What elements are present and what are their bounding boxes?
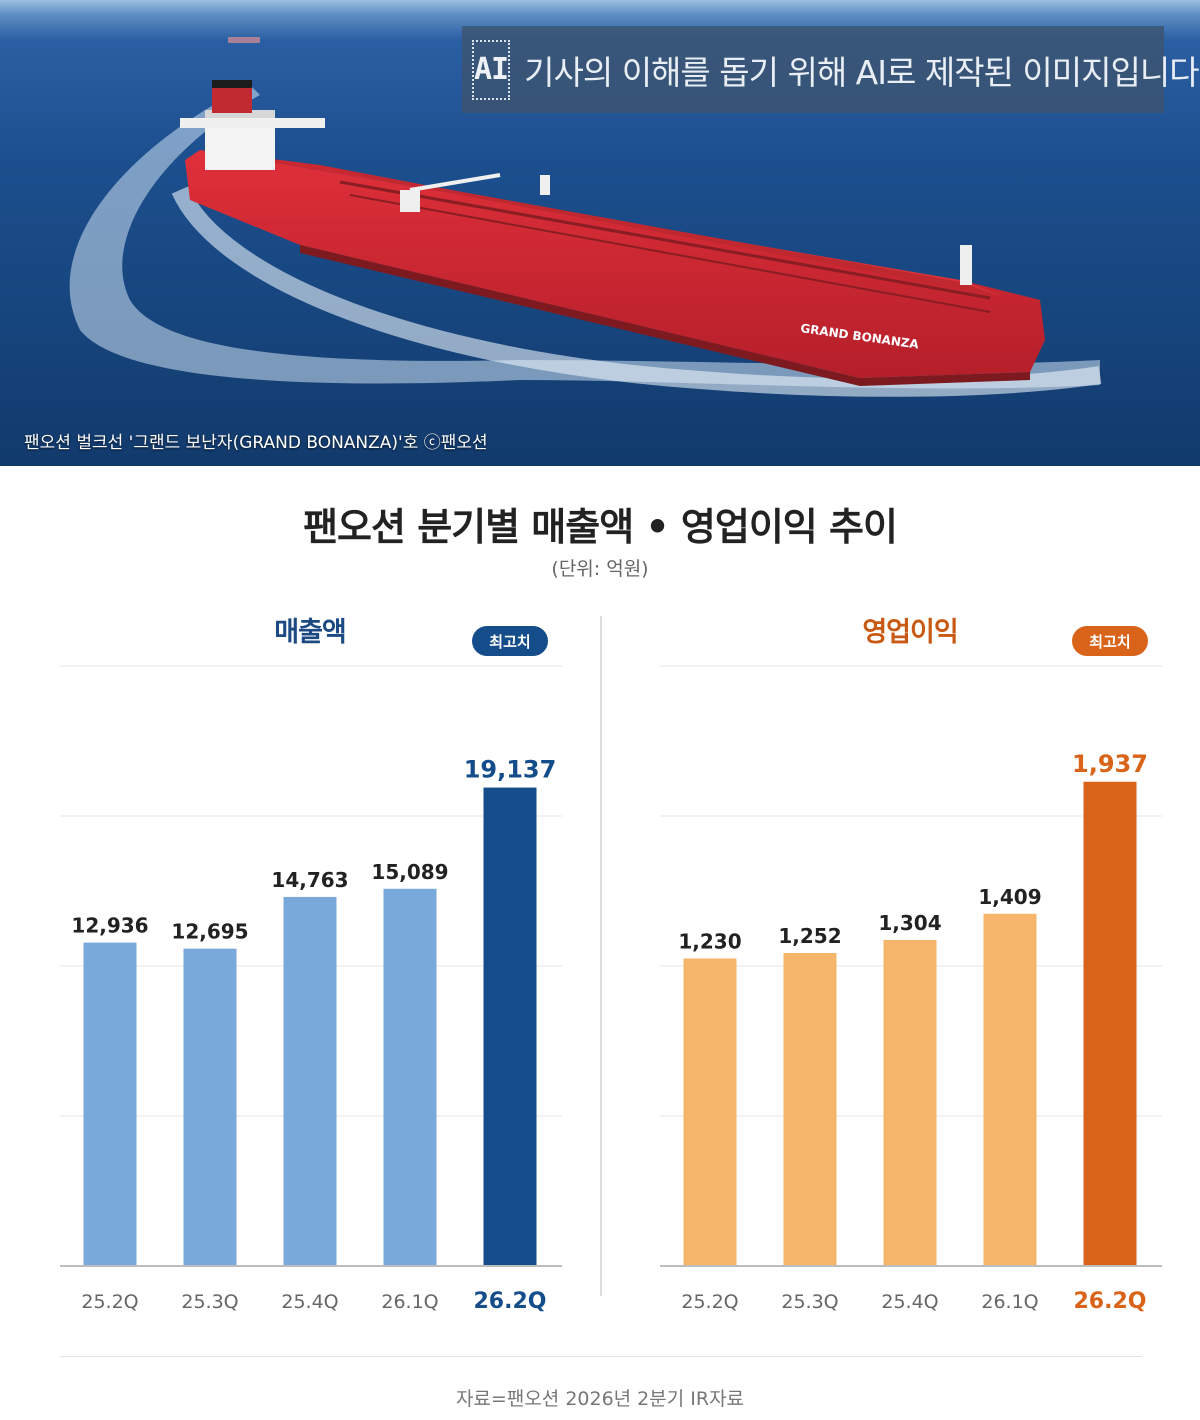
revenue-category-label: 25.4Q [281, 1291, 338, 1313]
revenue-category-label: 26.1Q [381, 1291, 438, 1313]
revenue-value-label: 19,137 [464, 756, 557, 784]
profit-bar [883, 940, 937, 1266]
ship-photo: GRAND BONANZA AI 기사의 이해를 돕기 위해 AI로 제작된 이… [0, 0, 1200, 466]
profit-value-label: 1,230 [678, 930, 741, 954]
profit-chart: 1,230 25.2Q 1,252 25.3Q 1,304 25.4Q 1,409 26.1Q… [660, 665, 1162, 1314]
profit-value-label: 1,937 [1072, 750, 1148, 778]
revenue-value-label: 12,695 [171, 920, 248, 944]
revenue-bar [483, 787, 537, 1266]
revenue-chart-title: 매출액 [274, 617, 347, 648]
profit-chart-title: 영업이익 [862, 617, 958, 648]
page-title: 팬오션 분기별 매출액 • 영업이익 추이 [303, 505, 898, 549]
profit-category-label: 25.3Q [781, 1291, 838, 1313]
revenue-bar [83, 942, 137, 1266]
ai-notice-text: 기사의 이해를 돕기 위해 AI로 제작된 이미지입니다 [524, 52, 1199, 92]
revenue-record-badge: 최고치 [472, 626, 548, 656]
profit-value-label: 1,409 [978, 885, 1041, 909]
revenue-value-label: 15,089 [371, 860, 448, 884]
source-note: 자료=팬오션 2026년 2분기 IR자료 [455, 1388, 745, 1410]
revenue-bar [183, 948, 237, 1266]
profit-value-label: 1,304 [878, 911, 941, 935]
unit-label: (단위: 억원) [551, 558, 649, 580]
profit-bar [683, 958, 737, 1266]
revenue-category-label: 26.2Q [474, 1289, 547, 1314]
revenue-category-label: 25.2Q [81, 1291, 138, 1313]
profit-value-label: 1,252 [778, 924, 841, 948]
profit-bar [983, 913, 1037, 1266]
revenue-value-label: 14,763 [271, 868, 348, 892]
footer-divider [60, 1356, 1142, 1357]
ship-illustration: GRAND BONANZA [69, 37, 1102, 397]
profit-category-label: 26.1Q [981, 1291, 1038, 1313]
ai-badge: AI [472, 39, 511, 100]
revenue-value-label: 12,936 [71, 914, 148, 938]
profit-category-label: 25.2Q [681, 1291, 738, 1313]
profit-category-label: 26.2Q [1074, 1289, 1147, 1314]
panel-divider [600, 616, 602, 1296]
profit-category-label: 25.4Q [881, 1291, 938, 1313]
profit-bar [1083, 781, 1137, 1266]
revenue-chart: 12,936 25.2Q 12,695 25.3Q 14,763 25.4Q 15,089 2… [60, 665, 562, 1314]
profit-record-badge: 최고치 [1072, 626, 1148, 656]
revenue-category-label: 25.3Q [181, 1291, 238, 1313]
profit-bar [783, 953, 837, 1266]
revenue-bar [383, 888, 437, 1266]
revenue-bar [283, 896, 337, 1266]
photo-caption: 팬오션 벌크선 '그랜드 보난자(GRAND BONANZA)'호 ⓒ팬오션 [24, 433, 488, 453]
ai-notice-banner: AI 기사의 이해를 돕기 위해 AI로 제작된 이미지입니다 [462, 26, 1200, 113]
